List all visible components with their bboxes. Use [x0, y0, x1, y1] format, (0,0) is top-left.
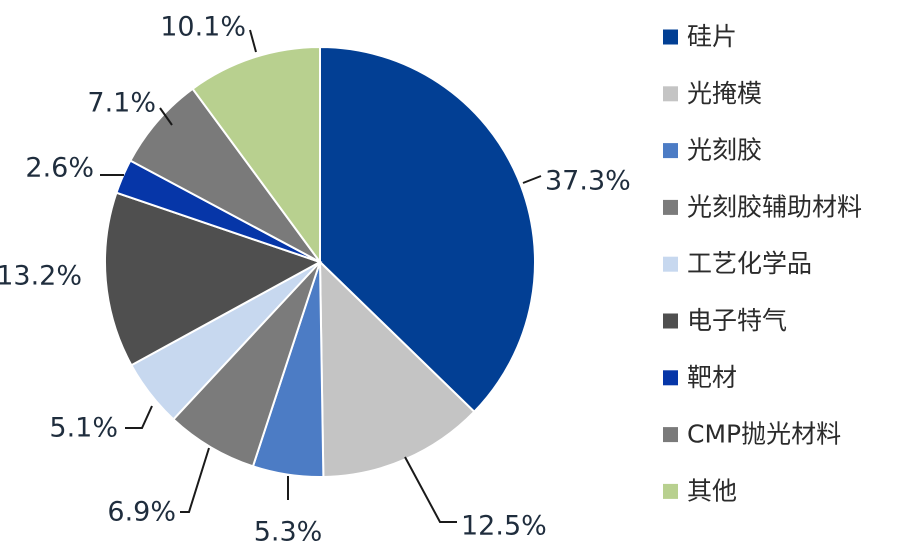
legend-item-3: 光刻胶	[663, 136, 762, 165]
legend-swatch	[663, 86, 678, 102]
legend-swatch	[663, 256, 678, 272]
legend-label: 其他	[687, 476, 737, 505]
legend-item-5: 工艺化学品	[663, 249, 812, 278]
data-labels: 37.3% 12.5% 5.3% 6.9% 5.1% 13.2% 2.6% 7.1% 10.1%	[0, 12, 631, 548]
legend-item-9: 其他	[663, 476, 737, 505]
legend-label: 硅片	[687, 22, 737, 51]
leader-line-1	[522, 175, 542, 184]
leader-line-4	[180, 447, 210, 513]
leader-line-5	[125, 405, 153, 429]
data-label-1: 37.3%	[545, 166, 631, 197]
pie-slice-6	[104, 191, 323, 367]
legend-label: 靶材	[687, 363, 737, 392]
legend-label: 光掩模	[687, 79, 762, 108]
leader-line-2	[404, 456, 457, 523]
legend-label: 电子特气	[687, 306, 787, 335]
legend-item-6: 电子特气	[663, 306, 787, 335]
data-label-5: 5.1%	[49, 413, 118, 444]
data-label-9: 10.1%	[160, 12, 246, 43]
leader-line-9	[249, 29, 257, 53]
legend-swatch	[663, 199, 678, 215]
data-label-3: 5.3%	[254, 517, 323, 548]
legend-item-7: 靶材	[663, 363, 737, 392]
legend-swatch	[663, 370, 678, 386]
legend-item-2: 光掩模	[663, 79, 762, 108]
legend-label: 工艺化学品	[687, 249, 812, 278]
legend-item-4: 光刻胶辅助材料	[663, 192, 862, 221]
legend-swatch	[663, 427, 678, 443]
data-label-6: 13.2%	[0, 261, 82, 292]
legend-swatch	[663, 483, 678, 499]
pie-slice-9	[191, 45, 321, 266]
data-label-8: 7.1%	[87, 88, 156, 119]
data-label-4: 6.9%	[107, 497, 176, 528]
leader-lines	[100, 29, 542, 523]
legend-swatch	[663, 313, 678, 329]
pie-slice-1	[319, 45, 536, 414]
data-label-2: 12.5%	[461, 511, 547, 542]
legend-label: 光刻胶	[687, 136, 762, 165]
legend-swatch	[663, 143, 678, 159]
legend-item-8: CMP抛光材料	[663, 420, 841, 449]
data-label-7: 2.6%	[25, 153, 94, 184]
legend-label: 光刻胶辅助材料	[687, 192, 862, 221]
leader-line-8	[159, 107, 173, 126]
pie-slices	[104, 45, 536, 478]
legend-swatch	[663, 29, 678, 45]
legend-label: CMP抛光材料	[687, 420, 841, 449]
legend-item-1: 硅片	[663, 22, 737, 51]
